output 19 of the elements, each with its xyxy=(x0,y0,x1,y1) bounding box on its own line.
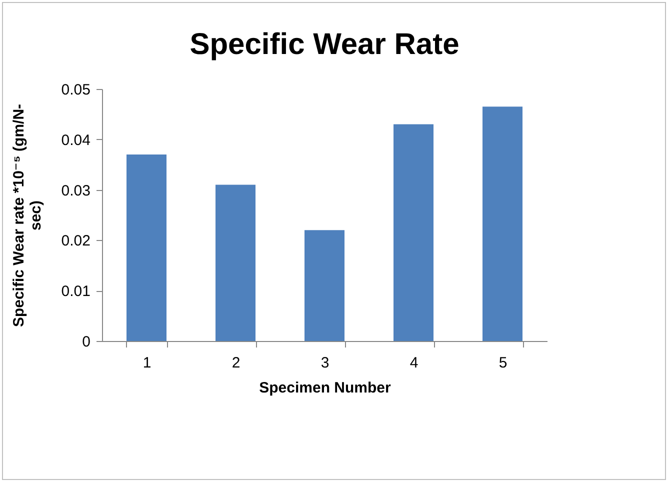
y-axis-title: Specific Wear rate *10⁻⁵ (gm/N-sec) xyxy=(10,104,44,328)
x-tick-label: 4 xyxy=(410,354,418,372)
y-tick-label: 0 xyxy=(82,334,90,350)
bar xyxy=(126,154,166,341)
x-tick-label: 5 xyxy=(498,354,508,372)
x-axis-title: Specimen Number xyxy=(259,380,392,396)
bar xyxy=(394,124,434,341)
y-tick-label: 0.05 xyxy=(61,82,90,98)
x-tick-label: 2 xyxy=(232,354,240,372)
x-tick-label: 1 xyxy=(142,354,152,372)
y-tick-label: 0.01 xyxy=(61,283,90,300)
y-tick-label: 0.03 xyxy=(61,182,90,200)
x-tick-label: 3 xyxy=(320,354,330,372)
chart-title: Specific Wear Rate xyxy=(190,28,460,61)
y-tick-label: 0.04 xyxy=(61,132,90,149)
bar xyxy=(216,184,256,341)
y-tick-label: 0.02 xyxy=(61,232,90,250)
bar xyxy=(482,106,522,341)
bar xyxy=(304,230,344,341)
